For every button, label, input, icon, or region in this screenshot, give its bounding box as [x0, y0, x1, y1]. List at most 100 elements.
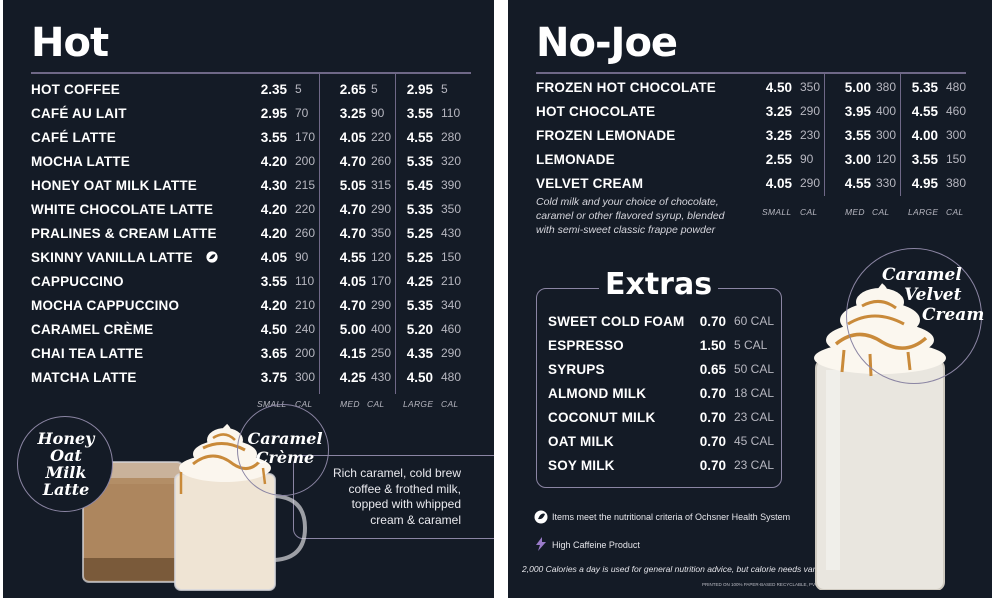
medium-price: 3.95 — [844, 104, 871, 119]
medium-calories: 120 — [371, 250, 392, 264]
medium-calories: 220 — [371, 130, 392, 144]
no-joe-large-label: LARGE — [908, 207, 939, 217]
small-price: 4.20 — [260, 226, 287, 241]
extra-calories: 60 CAL — [734, 314, 775, 328]
large-price: 4.25 — [406, 274, 433, 289]
extras-row: ESPRESSO 1.50 5 CAL — [548, 338, 778, 362]
caffeine-bolt-icon — [536, 537, 546, 551]
no-joe-menu-panel: No-Joe FROZEN HOT CHOCOLATE 4.50 350 5.00 38… — [508, 0, 992, 598]
large-calories: 290 — [441, 346, 462, 360]
small-calories: 230 — [800, 128, 821, 142]
extras-row: ALMOND MILK 0.70 18 CAL — [548, 386, 778, 410]
item-name: WHITE CHOCOLATE LATTE — [31, 202, 214, 217]
medium-price: 2.65 — [339, 82, 366, 97]
extra-name: COCONUT MILK — [548, 410, 656, 425]
nojoe-row: VELVET CREAM 4.05 290 4.55 330 4.95 380 — [536, 176, 976, 200]
item-name: LEMONADE — [536, 152, 615, 167]
caffeine-footnote: High Caffeine Product — [552, 540, 640, 550]
item-name: HOT COFFEE — [31, 82, 120, 97]
small-price: 4.20 — [260, 154, 287, 169]
medium-price: 4.25 — [339, 370, 366, 385]
large-calories: 300 — [946, 128, 967, 142]
large-calories: 460 — [946, 104, 967, 118]
large-calories: 210 — [441, 274, 462, 288]
large-price: 5.20 — [406, 322, 433, 337]
medium-price: 4.05 — [339, 274, 366, 289]
no-joe-small-cal-label: CAL — [800, 207, 818, 217]
extras-title: Extras — [599, 267, 719, 302]
large-calories: 110 — [441, 106, 461, 120]
medium-price: 4.70 — [339, 226, 366, 241]
item-name: CHAI TEA LATTE — [31, 346, 144, 361]
small-calories: 70 — [295, 106, 309, 120]
no-joe-med-cal-label: CAL — [872, 207, 890, 217]
caramel-creme-description-box — [293, 455, 494, 539]
large-calories: 150 — [441, 250, 462, 264]
large-price: 5.25 — [406, 226, 433, 241]
small-calories: 220 — [295, 202, 316, 216]
hot-row: HOT COFFEE 2.35 5 2.65 5 2.95 5 — [31, 82, 471, 106]
large-calories: 280 — [441, 130, 462, 144]
small-calories: 170 — [295, 130, 316, 144]
medium-price: 5.05 — [339, 178, 366, 193]
medium-price: 3.25 — [339, 106, 366, 121]
large-price: 3.55 — [406, 106, 433, 121]
medium-calories: 250 — [371, 346, 392, 360]
caramel-creme-label: Caramel Crème — [247, 429, 323, 467]
health-leaf-icon — [206, 251, 218, 263]
extras-row: COCONUT MILK 0.70 23 CAL — [548, 410, 778, 434]
small-price: 4.20 — [260, 202, 287, 217]
medium-price: 4.70 — [339, 202, 366, 217]
medium-price: 3.00 — [844, 152, 871, 167]
small-price: 4.50 — [765, 80, 792, 95]
hot-row: MOCHA LATTE 4.20 200 4.70 260 5.35 320 — [31, 154, 471, 178]
large-calories: 480 — [946, 80, 967, 94]
small-price: 4.20 — [260, 298, 287, 313]
medium-calories: 90 — [371, 106, 385, 120]
hot-large-cal-label: CAL — [441, 399, 459, 409]
small-calories: 210 — [295, 298, 316, 312]
large-price: 2.95 — [406, 82, 433, 97]
medium-price: 4.15 — [339, 346, 366, 361]
small-price: 2.55 — [765, 152, 792, 167]
small-price: 3.55 — [260, 274, 287, 289]
item-name: MOCHA CAPPUCCINO — [31, 298, 180, 313]
nojoe-row: FROZEN LEMONADE 3.25 230 3.55 300 4.00 300 — [536, 128, 976, 152]
large-price: 3.55 — [911, 152, 938, 167]
extra-price: 1.50 — [699, 338, 726, 353]
extra-calories: 5 CAL — [734, 338, 768, 352]
large-calories: 320 — [441, 154, 462, 168]
medium-price: 4.55 — [844, 176, 871, 191]
medium-price: 4.70 — [339, 298, 366, 313]
honey-oat-milk-latte-label: Honey Oat Milk Latte — [37, 429, 95, 499]
small-calories: 290 — [800, 176, 821, 190]
item-name: MOCHA LATTE — [31, 154, 130, 169]
small-calories: 215 — [295, 178, 316, 192]
hot-row: WHITE CHOCOLATE LATTE 4.20 220 4.70 290 5.35 3… — [31, 202, 471, 226]
medium-calories: 5 — [371, 82, 378, 96]
no-joe-small-label: SMALL — [762, 207, 792, 217]
hot-row: CHAI TEA LATTE 3.65 200 4.15 250 4.35 290 — [31, 346, 471, 370]
small-calories: 5 — [295, 82, 302, 96]
hot-header-rule — [31, 72, 471, 74]
large-price: 5.35 — [406, 202, 433, 217]
medium-price: 4.55 — [339, 250, 366, 265]
small-calories: 200 — [295, 346, 316, 360]
honey-oat-milk-latte-badge — [17, 416, 113, 512]
extra-price: 0.70 — [699, 434, 726, 449]
hot-row: MOCHA CAPPUCCINO 4.20 210 4.70 290 5.35 340 — [31, 298, 471, 322]
large-price: 5.35 — [911, 80, 938, 95]
no-joe-title: No-Joe — [536, 20, 678, 66]
item-name: CAFÉ LATTE — [31, 130, 116, 145]
small-price: 2.35 — [260, 82, 287, 97]
nojoe-row: FROZEN HOT CHOCOLATE 4.50 350 5.00 380 5.35 48… — [536, 80, 976, 104]
extra-calories: 45 CAL — [734, 434, 775, 448]
extra-price: 0.70 — [699, 458, 726, 473]
medium-calories: 170 — [371, 274, 392, 288]
small-calories: 240 — [295, 322, 316, 336]
small-calories: 200 — [295, 154, 316, 168]
large-calories: 150 — [946, 152, 967, 166]
item-name: HOT CHOCOLATE — [536, 104, 656, 119]
extra-name: ALMOND MILK — [548, 386, 647, 401]
large-calories: 350 — [441, 202, 462, 216]
